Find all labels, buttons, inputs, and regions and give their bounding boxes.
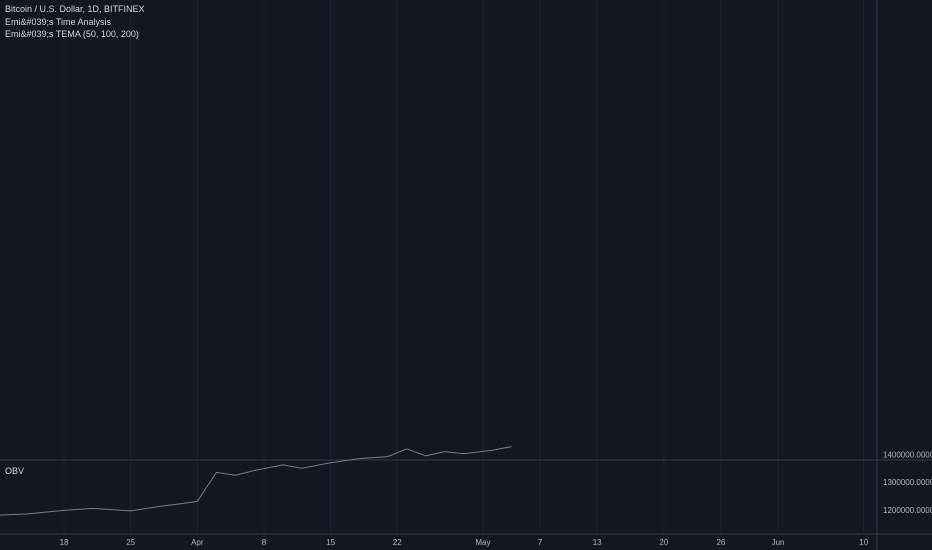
time-axis-tick-label: 18 — [60, 538, 69, 547]
time-axis-tick-label: 13 — [593, 538, 602, 547]
time-axis-tick-label: 8 — [262, 538, 267, 547]
legend-indicator-1: Emi&#039;s Time Analysis — [5, 16, 112, 27]
time-axis-tick-label: 22 — [393, 538, 402, 547]
time-axis-tick-label: 26 — [716, 538, 725, 547]
time-axis-tick-label: 25 — [126, 538, 135, 547]
legend-indicator-2: Emi&#039;s TEMA (50, 100, 200) — [5, 29, 139, 39]
time-axis-tick-label: Jun — [772, 538, 785, 547]
obv-pane-label: OBV — [5, 466, 25, 476]
time-axis-tick-label: 20 — [659, 538, 668, 547]
time-axis-tick-label: May — [475, 538, 490, 547]
obv-axis-tick-label: 1400000.0000 — [883, 450, 932, 459]
obv-axis-tick-label: 1200000.0000 — [883, 506, 932, 515]
obv-line — [0, 446, 512, 516]
obv-axis-tick-label: 1300000.0000 — [883, 478, 932, 487]
legend-symbol: Bitcoin / U.S. Dollar, 1D, BITFINEX — [5, 4, 145, 14]
time-axis-tick-label: 15 — [326, 538, 335, 547]
time-axis-tick-label: 10 — [859, 538, 868, 547]
time-axis-tick-label: Apr — [191, 538, 204, 547]
time-axis-tick-label: 7 — [538, 538, 543, 547]
chart-legend: Bitcoin / U.S. Dollar, 1D, BITFINEX Emi&… — [5, 3, 145, 41]
